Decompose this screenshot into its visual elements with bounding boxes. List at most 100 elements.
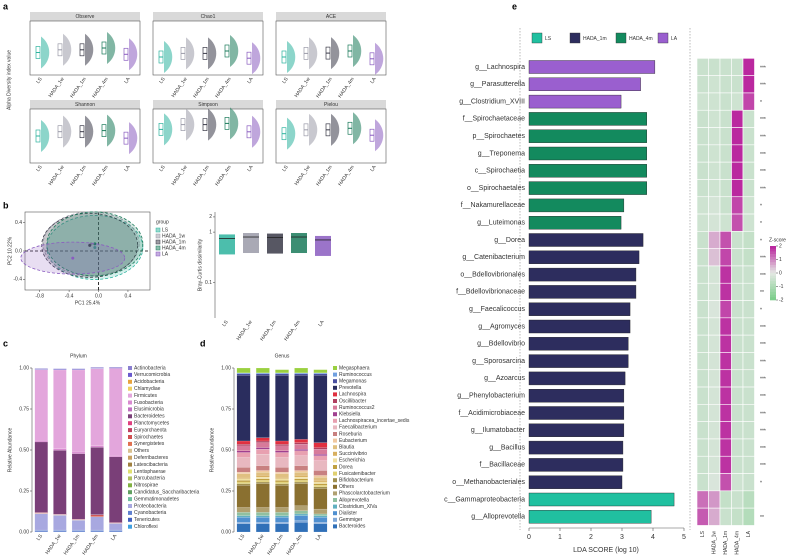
bar	[528, 77, 641, 92]
significance: ***	[760, 186, 766, 192]
legend-swatch	[155, 227, 161, 233]
legend-label: Acidobacteria	[134, 379, 165, 385]
heat-cell	[742, 386, 755, 405]
x-tick-label: LA	[246, 76, 255, 85]
legend-title: group	[156, 219, 169, 225]
legend-swatch	[128, 435, 132, 439]
violin	[63, 33, 72, 66]
heat-cell	[708, 334, 721, 353]
heat-cell	[708, 490, 721, 509]
legend-swatch	[155, 239, 161, 245]
bar	[528, 440, 624, 455]
x-tick-label: 0.0	[95, 293, 102, 299]
chart-title: Genus	[275, 353, 290, 359]
bar-segment	[256, 454, 270, 466]
legend-label: Proteobacteria	[134, 503, 167, 509]
heat-cell	[742, 75, 755, 94]
bar-segment	[256, 523, 270, 533]
legend-label: Deferribacteres	[134, 455, 169, 461]
y-tick-label: 0.0	[15, 248, 22, 254]
significance: ***	[760, 342, 766, 348]
legend-label: Cyanobacteria	[134, 510, 166, 516]
bar-segment	[294, 442, 308, 445]
bar-segment	[313, 523, 328, 533]
plot-frame	[29, 108, 141, 164]
bar-segment	[313, 460, 328, 471]
violin	[41, 120, 50, 152]
x-tick-label: 1	[558, 534, 562, 541]
bar-segment	[34, 529, 48, 531]
bar-segment	[236, 373, 251, 376]
heat-cell	[742, 404, 755, 422]
violin	[129, 122, 138, 155]
legend-label: Lentisphaerae	[134, 469, 166, 475]
legend-label: Gemmatimonadetes	[134, 496, 180, 502]
column-label: LA	[746, 530, 752, 537]
bar-segment	[294, 375, 308, 440]
bar	[528, 164, 648, 178]
legend-swatch	[333, 405, 337, 410]
legend-swatch	[128, 428, 132, 433]
heat-cell	[696, 58, 709, 76]
bar-segment	[71, 530, 86, 532]
bar-segment	[275, 452, 289, 458]
legend-swatch	[333, 491, 337, 496]
heat-cell	[719, 386, 732, 405]
box	[315, 235, 331, 256]
significance: ***	[760, 377, 766, 383]
heat-cell	[696, 92, 709, 111]
bar-segment	[109, 529, 123, 531]
significance: *	[760, 100, 762, 106]
legend-swatch	[333, 517, 337, 522]
legend-swatch	[333, 385, 337, 390]
bar-label: c__Gammaproteobacteria	[444, 496, 525, 503]
bar-segment	[313, 475, 328, 478]
heat-cell	[731, 386, 744, 405]
legend-swatch	[333, 524, 337, 529]
bar-segment	[256, 449, 270, 455]
bar	[528, 510, 652, 524]
plot-frame	[275, 108, 387, 164]
legend-label: LA	[671, 36, 678, 42]
significance: ***	[760, 359, 766, 365]
x-axis-label: PC1 25.4%	[75, 300, 101, 306]
strip	[30, 100, 140, 109]
box	[267, 233, 283, 254]
legend-swatch	[128, 462, 132, 467]
heat-cell	[696, 196, 709, 215]
heat-cell	[708, 438, 721, 457]
colorbar-step	[770, 297, 776, 301]
centroid	[93, 245, 97, 249]
legend-label: LS	[162, 227, 169, 233]
violin	[252, 115, 261, 148]
colorbar-step	[770, 246, 776, 249]
bar-segment	[53, 368, 67, 370]
legend-swatch	[333, 418, 337, 423]
bar-segment	[275, 440, 289, 445]
bar-segment	[34, 441, 48, 513]
bar-segment	[236, 480, 251, 483]
bar-segment	[275, 473, 289, 478]
bar-segment	[313, 513, 328, 516]
colorbar-label: -1	[779, 284, 784, 290]
legend-label: Chlamydiae	[134, 386, 161, 392]
bar-segment	[236, 450, 251, 453]
significance: ***	[760, 169, 766, 175]
significance: ***	[760, 429, 766, 435]
heat-cell	[719, 317, 732, 336]
heat-cell	[742, 58, 755, 76]
heat-cell	[719, 300, 732, 319]
heat-cell	[696, 127, 709, 146]
legend-swatch	[128, 476, 132, 481]
bar-segment	[53, 448, 67, 451]
bar-segment	[313, 486, 328, 489]
heat-cell	[731, 421, 744, 440]
heat-cell	[708, 421, 721, 440]
bar-segment	[313, 483, 328, 486]
heat-cell	[719, 334, 732, 353]
violin	[63, 115, 72, 148]
heat-cell	[719, 404, 732, 422]
violin	[107, 32, 116, 64]
heat-cell	[742, 179, 755, 198]
centroid	[71, 256, 75, 260]
